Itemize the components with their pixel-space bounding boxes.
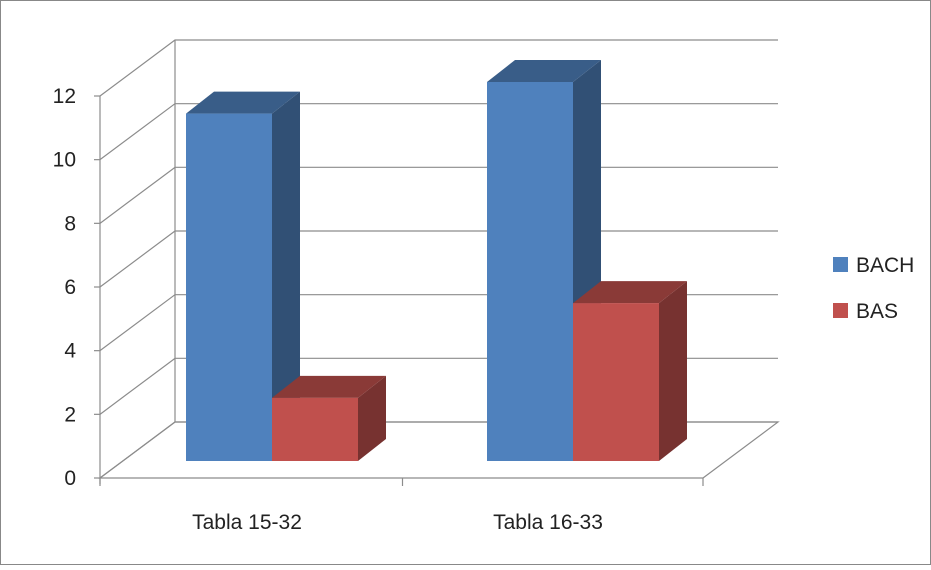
legend-swatch bbox=[833, 257, 848, 272]
category-label: Tabla 16-33 bbox=[493, 511, 603, 534]
y-tick-label: 6 bbox=[64, 276, 76, 299]
bars bbox=[186, 60, 687, 461]
bar-front bbox=[186, 113, 272, 461]
legend: BACH BAS bbox=[833, 254, 914, 323]
bar-front bbox=[272, 397, 358, 461]
bar-bach-1 bbox=[186, 91, 300, 461]
y-axis-tick-labels: 0 2 4 6 8 10 12 bbox=[53, 85, 77, 490]
bar-top bbox=[272, 375, 386, 398]
bar-top bbox=[573, 281, 687, 304]
chart-floor bbox=[98, 421, 780, 479]
legend-label: BACH bbox=[856, 254, 914, 277]
bar-bas-1 bbox=[272, 375, 386, 461]
bar-top bbox=[487, 60, 601, 82]
bar-front bbox=[573, 303, 659, 461]
legend-swatch bbox=[833, 303, 848, 318]
bar-side bbox=[272, 91, 300, 461]
y-tick-label: 12 bbox=[53, 85, 76, 108]
legend-item-bach: BACH bbox=[833, 254, 914, 277]
bar-bas-2 bbox=[573, 281, 687, 461]
y-tick-label: 0 bbox=[64, 467, 76, 490]
bar-front bbox=[487, 82, 573, 461]
y-tick-label: 2 bbox=[64, 403, 76, 426]
axes bbox=[94, 40, 780, 486]
category-label: Tabla 15-32 bbox=[192, 511, 302, 534]
bar-bach-2 bbox=[487, 60, 601, 461]
legend-label: BAS bbox=[856, 300, 898, 323]
bar-side bbox=[358, 375, 386, 461]
bar-top bbox=[186, 91, 300, 114]
legend-item-bas: BAS bbox=[833, 300, 898, 323]
y-tick-label: 4 bbox=[64, 340, 76, 363]
bar-side bbox=[659, 281, 687, 461]
y-tick-label: 10 bbox=[53, 149, 76, 172]
y-tick-label: 8 bbox=[64, 212, 76, 235]
x-axis-category-labels: Tabla 15-32 Tabla 16-33 bbox=[192, 511, 603, 534]
